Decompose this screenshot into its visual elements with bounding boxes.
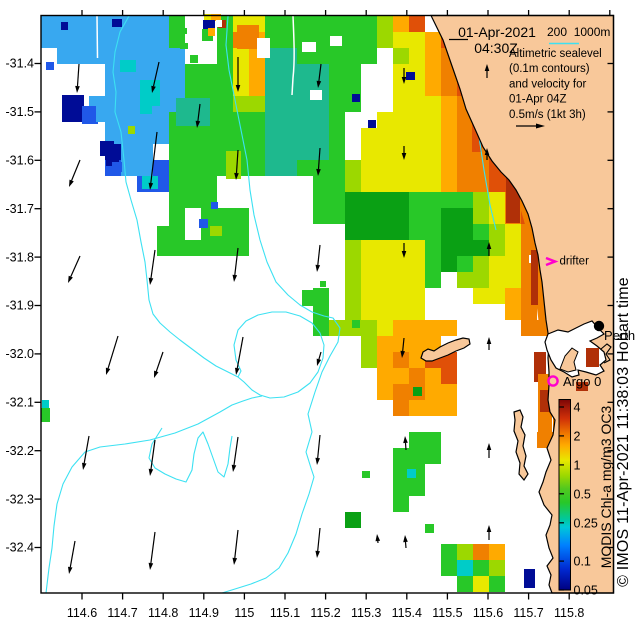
svg-text:114.6: 114.6 xyxy=(67,606,97,620)
svg-text:114.8: 114.8 xyxy=(148,606,178,620)
svg-text:115.8: 115.8 xyxy=(554,606,584,620)
svg-text:115.7: 115.7 xyxy=(513,606,543,620)
svg-text:115.4: 115.4 xyxy=(392,606,422,620)
svg-text:115.1: 115.1 xyxy=(270,606,300,620)
svg-text:01-Apr-2021: 01-Apr-2021 xyxy=(458,24,536,40)
svg-text:04:30Z: 04:30Z xyxy=(474,40,518,56)
svg-text:-31.9: -31.9 xyxy=(6,299,35,313)
svg-text:115.6: 115.6 xyxy=(473,606,503,620)
svg-text:-31.4: -31.4 xyxy=(6,57,35,71)
svg-text:and velocity for: and velocity for xyxy=(509,78,587,90)
svg-text:© IMOS 11-Apr-2021 11:38:03 Ho: © IMOS 11-Apr-2021 11:38:03 Hobart time xyxy=(615,277,632,587)
svg-text:0.05: 0.05 xyxy=(574,584,598,598)
svg-text:(0.1m contours): (0.1m contours) xyxy=(509,63,590,75)
svg-text:-32.4: -32.4 xyxy=(6,541,35,555)
svg-text:200 1000m: 200 1000m xyxy=(547,25,610,39)
svg-text:114.9: 114.9 xyxy=(189,606,219,620)
svg-text:115.5: 115.5 xyxy=(432,606,462,620)
svg-text:-31.8: -31.8 xyxy=(6,250,35,264)
svg-text:-31.7: -31.7 xyxy=(6,202,35,216)
svg-text:0.1: 0.1 xyxy=(574,555,591,569)
svg-text:-31.5: -31.5 xyxy=(6,105,35,119)
svg-text:MODIS Chl-a mg/m3 OC3: MODIS Chl-a mg/m3 OC3 xyxy=(598,405,614,568)
svg-text:Altimetric sealevel: Altimetric sealevel xyxy=(509,48,602,60)
svg-text:0.5m/s (1kt 3h): 0.5m/s (1kt 3h) xyxy=(509,109,586,121)
svg-text:-32.1: -32.1 xyxy=(6,396,35,410)
svg-text:Perth: Perth xyxy=(604,328,635,343)
svg-text:1: 1 xyxy=(574,458,581,472)
svg-text:115.2: 115.2 xyxy=(310,606,340,620)
svg-text:4: 4 xyxy=(574,401,581,415)
svg-text:01-Apr 04Z: 01-Apr 04Z xyxy=(509,94,567,106)
svg-text:0.25: 0.25 xyxy=(574,516,598,530)
svg-text:-32.3: -32.3 xyxy=(6,492,35,506)
svg-text:115.3: 115.3 xyxy=(351,606,381,620)
svg-text:2: 2 xyxy=(574,429,581,443)
svg-text:Argo 0: Argo 0 xyxy=(563,374,601,389)
svg-text:115: 115 xyxy=(234,606,254,620)
svg-text:-31.6: -31.6 xyxy=(6,154,35,168)
svg-text:drifter: drifter xyxy=(560,256,590,268)
svg-text:-32.0: -32.0 xyxy=(6,347,35,361)
svg-text:-32.2: -32.2 xyxy=(6,444,35,458)
svg-text:0.5: 0.5 xyxy=(574,487,591,501)
svg-text:114.7: 114.7 xyxy=(107,606,137,620)
